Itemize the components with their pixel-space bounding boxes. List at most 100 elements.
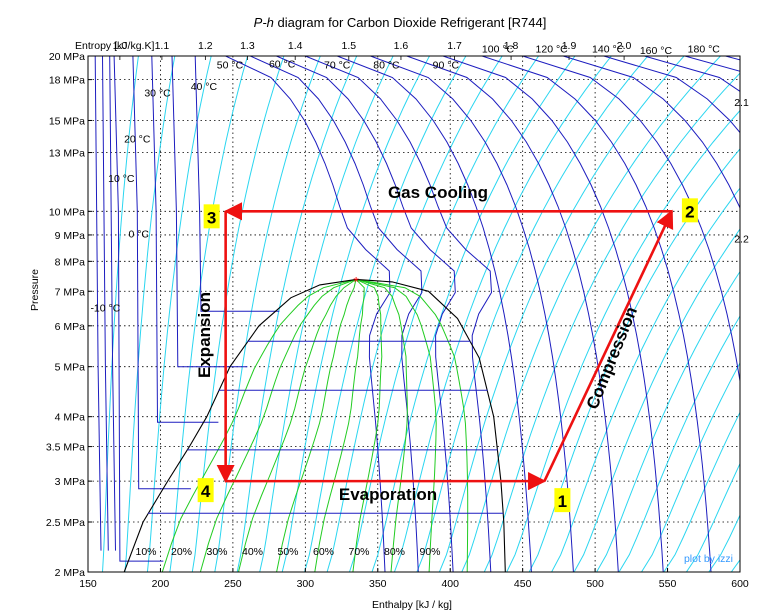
- credit-label: plot by izzi: [684, 553, 733, 565]
- isotherm-label: 70 °C: [324, 60, 351, 72]
- isotherm-label: 100 °C: [482, 44, 515, 56]
- state-label-background: [203, 204, 220, 229]
- y-tick-label: 8 MPa: [55, 256, 86, 268]
- isentrope-line: [461, 56, 721, 572]
- isotherm-line: [132, 56, 191, 490]
- y-tick-label: 3 MPa: [55, 476, 86, 488]
- isentrope-line: [281, 56, 430, 572]
- isentrope-line: [618, 315, 740, 572]
- y-tick-label: 2 MPa: [55, 567, 86, 579]
- isotherm-label: 20 °C: [124, 133, 151, 145]
- entropy-tick-label: 1.8: [504, 40, 519, 52]
- x-axis-label: Enthalpy [kJ / kg]: [372, 599, 452, 611]
- isotherm-line: [442, 56, 664, 572]
- isentrope-line: [169, 56, 249, 572]
- y-axis-label: Pressure: [29, 269, 41, 311]
- isotherm-line: [102, 56, 109, 551]
- quality-label: 40%: [242, 546, 263, 558]
- entropy-tick-label: 1.2: [198, 40, 213, 52]
- isentrope-line: [438, 56, 685, 572]
- isentrope-line: [551, 187, 740, 572]
- isotherm-label: 50 °C: [217, 60, 244, 72]
- isotherm-label: 60 °C: [269, 58, 296, 70]
- entropy-tick-label: 1.0: [113, 40, 128, 52]
- entropy-tick-label: 1.6: [394, 40, 409, 52]
- isotherm-line: [305, 56, 493, 572]
- isentrope-line: [663, 411, 740, 572]
- chart-title: P-h diagram for Carbon Dioxide Refrigera…: [254, 15, 547, 30]
- x-tick-label: 250: [224, 578, 242, 590]
- x-tick-label: 550: [659, 578, 677, 590]
- y-tick-label: 13 MPa: [49, 148, 85, 160]
- state-label: 4: [201, 482, 211, 501]
- quality-label: 90%: [419, 546, 440, 558]
- quality-line: [355, 278, 437, 572]
- process-label: Evaporation: [339, 485, 437, 504]
- state-label-background: [681, 198, 698, 223]
- y-tick-label: 3.5 MPa: [46, 442, 85, 454]
- chart-title-italic: P-h: [254, 15, 274, 30]
- process-label: Gas Cooling: [388, 183, 488, 202]
- isotherm-line: [276, 56, 456, 572]
- y-tick-label: 20 MPa: [49, 51, 85, 63]
- isotherm-line: [109, 56, 116, 551]
- chart-title-rest: diagram for Carbon Dioxide Refrigerant […: [274, 15, 546, 30]
- x-tick-label: 350: [369, 578, 387, 590]
- isotherm-line: [481, 56, 712, 572]
- isentrope-line: [573, 228, 740, 572]
- isotherm-line: [563, 56, 740, 210]
- quality-line: [238, 278, 357, 572]
- isentrope-line: [596, 270, 740, 572]
- isentrope-line: [326, 56, 503, 572]
- isentrope-line: [146, 56, 212, 572]
- quality-label: 60%: [313, 546, 334, 558]
- isentrope-line: [102, 56, 139, 572]
- quality-label: 30%: [206, 546, 227, 558]
- quality-label: 80%: [384, 546, 405, 558]
- quality-lines: [161, 278, 469, 572]
- isentrope-lines: [102, 56, 740, 572]
- quality-line: [355, 278, 469, 572]
- isotherm-label: 160 °C: [640, 45, 673, 57]
- x-tick-label: 150: [79, 578, 97, 590]
- isentrope-line: [483, 72, 740, 572]
- saturation-dome-curve: [123, 278, 506, 573]
- isentrope-line: [416, 56, 649, 572]
- isotherm-line: [225, 56, 391, 572]
- state-label: 2: [685, 202, 694, 221]
- y-tick-label: 4 MPa: [55, 412, 86, 424]
- axes: 150 200 250 300 350 400 450 500 550 600 2 MPa 2.5 M…: [46, 40, 749, 590]
- cycle-process-line: [543, 209, 674, 482]
- refrigeration-cycle: [216, 202, 674, 491]
- isotherm-line: [337, 56, 532, 572]
- x-tick-label: 400: [441, 578, 459, 590]
- quality-line: [199, 278, 357, 572]
- quality-line: [352, 278, 383, 572]
- quality-line: [276, 279, 357, 572]
- plot-frame: [87, 55, 741, 573]
- entropy-axis-label: Entropy [kJ/kg.K]: [75, 40, 154, 52]
- isentrope-line: [685, 462, 740, 572]
- entropy-tick-label: 1.4: [288, 40, 303, 52]
- quality-label: 10%: [135, 546, 156, 558]
- isotherm-label: 0 °C: [128, 228, 149, 240]
- isotherm-label: 80 °C: [373, 60, 400, 72]
- y-tick-label: 5 MPa: [55, 362, 86, 374]
- isentrope-label: 2.2: [734, 234, 749, 246]
- y-tick-label: 18 MPa: [49, 75, 85, 87]
- isentrope-line: [349, 56, 540, 572]
- isotherm-line: [113, 56, 164, 562]
- entropy-tick-label: 1.9: [562, 40, 577, 52]
- state-label-background: [554, 488, 571, 513]
- isotherm-line: [522, 56, 740, 385]
- isotherm-lines: [94, 56, 740, 572]
- isotherm-line: [250, 56, 423, 572]
- isotherm-label: 120 °C: [536, 44, 569, 56]
- isotherm-label: 10 °C: [108, 173, 135, 185]
- quality-label: 70%: [348, 546, 369, 558]
- isentrope-label: 2.1: [734, 97, 749, 109]
- isotherm-label: 140 °C: [592, 44, 625, 56]
- entropy-tick-label: 1.1: [155, 40, 170, 52]
- isotherm-label: 40 °C: [191, 81, 218, 93]
- state-label: 3: [207, 208, 216, 227]
